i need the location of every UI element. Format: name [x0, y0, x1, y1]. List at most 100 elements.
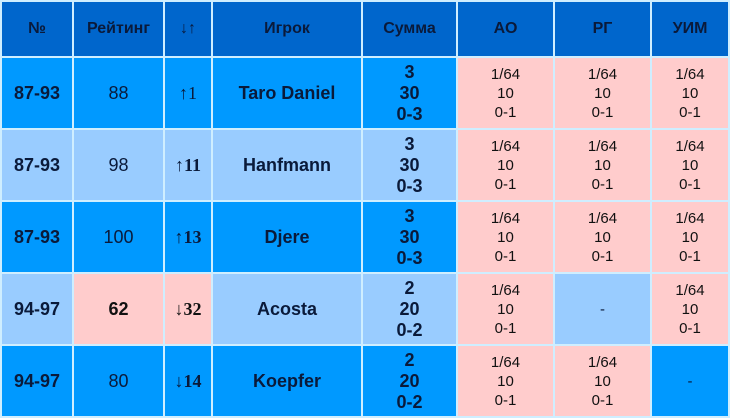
sum-line: 0-2: [396, 391, 423, 412]
header-rg[interactable]: РГ: [553, 0, 652, 58]
result-line: -: [687, 372, 693, 390]
rating-cell: 62: [72, 272, 165, 346]
result-line: 0-1: [679, 319, 701, 337]
table-row: 94-97 80 ↓14 Koepfer 2 20 0-2 1/64 10 0-1 1/64 10 0-…: [0, 344, 730, 418]
result-line: 0-1: [591, 103, 614, 121]
result-line: 10: [681, 228, 699, 246]
result-line: 1/64: [587, 137, 618, 155]
sum-line: 30: [399, 154, 420, 175]
sum-cell: 2 20 0-2: [361, 272, 458, 346]
result-cell-ao: 1/64 10 0-1: [456, 200, 555, 274]
rank-change-cell: ↓32: [163, 272, 213, 346]
rating-cell: 98: [72, 128, 165, 202]
rank-change-cell: ↓14: [163, 344, 213, 418]
sum-line: 3: [404, 133, 415, 154]
result-cell-ao: 1/64 10 0-1: [456, 344, 555, 418]
header-rating[interactable]: Рейтинг: [72, 0, 165, 58]
result-line: 10: [497, 372, 514, 390]
sum-line: 3: [404, 205, 415, 226]
rank-change-cell: ↑13: [163, 200, 213, 274]
player-cell: Koepfer: [211, 344, 363, 418]
result-line: 1/64: [490, 209, 521, 227]
result-line: 10: [497, 156, 514, 174]
rating-cell: 100: [72, 200, 165, 274]
result-cell-rg: 1/64 10 0-1: [553, 200, 652, 274]
result-line: 0-1: [494, 319, 517, 337]
header-row: № Рейтинг ↓↑ Игрок Сумма АО РГ УИМ: [0, 0, 730, 58]
player-cell: Djere: [211, 200, 363, 274]
place-cell: 87-93: [0, 128, 74, 202]
result-cell-rg: 1/64 10 0-1: [553, 128, 652, 202]
result-line: 1/64: [490, 281, 521, 299]
header-ao[interactable]: АО: [456, 0, 555, 58]
sum-line: 2: [404, 277, 415, 298]
result-line: 0-1: [494, 247, 517, 265]
result-line: 0-1: [679, 103, 701, 121]
sum-cell: 2 20 0-2: [361, 344, 458, 418]
result-line: 10: [594, 156, 611, 174]
result-line: 0-1: [494, 391, 517, 409]
result-line: 1/64: [675, 209, 705, 227]
result-cell-uim: 1/64 10 0-1: [650, 272, 730, 346]
result-cell-uim: 1/64 10 0-1: [650, 128, 730, 202]
result-line: 10: [497, 300, 514, 318]
sum-line: 20: [399, 370, 420, 391]
rating-cell: 88: [72, 56, 165, 130]
result-line: 0-1: [591, 175, 614, 193]
header-change[interactable]: ↓↑: [163, 0, 213, 58]
result-line: 10: [497, 84, 514, 102]
result-line: 10: [594, 372, 611, 390]
result-line: 1/64: [490, 65, 521, 83]
result-line: 1/64: [587, 65, 618, 83]
result-line: 1/64: [675, 65, 705, 83]
player-cell: Acosta: [211, 272, 363, 346]
result-line: 0-1: [591, 247, 614, 265]
header-uim[interactable]: УИМ: [650, 0, 730, 58]
result-cell-ao: 1/64 10 0-1: [456, 128, 555, 202]
place-cell: 87-93: [0, 200, 74, 274]
player-cell: Taro Daniel: [211, 56, 363, 130]
table-row: 87-93 100 ↑13 Djere 3 30 0-3 1/64 10 0-1 1/64 10 0-1…: [0, 200, 730, 274]
sum-line: 20: [399, 298, 420, 319]
sum-line: 0-3: [396, 175, 423, 196]
result-cell-uim: -: [650, 344, 730, 418]
result-line: 10: [681, 300, 699, 318]
result-cell-rg: -: [553, 272, 652, 346]
result-line: -: [600, 300, 605, 318]
sum-line: 3: [404, 61, 415, 82]
player-cell: Hanfmann: [211, 128, 363, 202]
result-cell-uim: 1/64 10 0-1: [650, 56, 730, 130]
result-line: 0-1: [494, 175, 517, 193]
result-line: 0-1: [679, 175, 701, 193]
result-line: 1/64: [587, 353, 618, 371]
result-line: 1/64: [675, 137, 705, 155]
sum-line: 0-2: [396, 319, 423, 340]
sum-cell: 3 30 0-3: [361, 200, 458, 274]
result-line: 0-1: [591, 391, 614, 409]
result-line: 10: [594, 228, 611, 246]
result-cell-ao: 1/64 10 0-1: [456, 272, 555, 346]
result-line: 10: [681, 84, 699, 102]
result-line: 10: [681, 156, 699, 174]
table-row: 87-93 98 ↑11 Hanfmann 3 30 0-3 1/64 10 0-1 1/64 10 0…: [0, 128, 730, 202]
sum-line: 0-3: [396, 247, 423, 268]
sum-cell: 3 30 0-3: [361, 128, 458, 202]
place-cell: 87-93: [0, 56, 74, 130]
place-cell: 94-97: [0, 344, 74, 418]
header-place[interactable]: №: [0, 0, 74, 58]
result-line: 0-1: [679, 247, 701, 265]
table-row: 87-93 88 ↑1 Taro Daniel 3 30 0-3 1/64 10 0-1 1/64 1…: [0, 56, 730, 130]
result-cell-ao: 1/64 10 0-1: [456, 56, 555, 130]
result-line: 10: [497, 228, 514, 246]
table-row: 94-97 62 ↓32 Acosta 2 20 0-2 1/64 10 0-1-1/64 10 0-…: [0, 272, 730, 346]
result-line: 10: [594, 84, 611, 102]
header-player[interactable]: Игрок: [211, 0, 363, 58]
sum-line: 0-3: [396, 103, 423, 124]
place-cell: 94-97: [0, 272, 74, 346]
header-sum[interactable]: Сумма: [361, 0, 458, 58]
result-cell-rg: 1/64 10 0-1: [553, 56, 652, 130]
sum-line: 2: [404, 349, 415, 370]
result-cell-rg: 1/64 10 0-1: [553, 344, 652, 418]
rating-cell: 80: [72, 344, 165, 418]
